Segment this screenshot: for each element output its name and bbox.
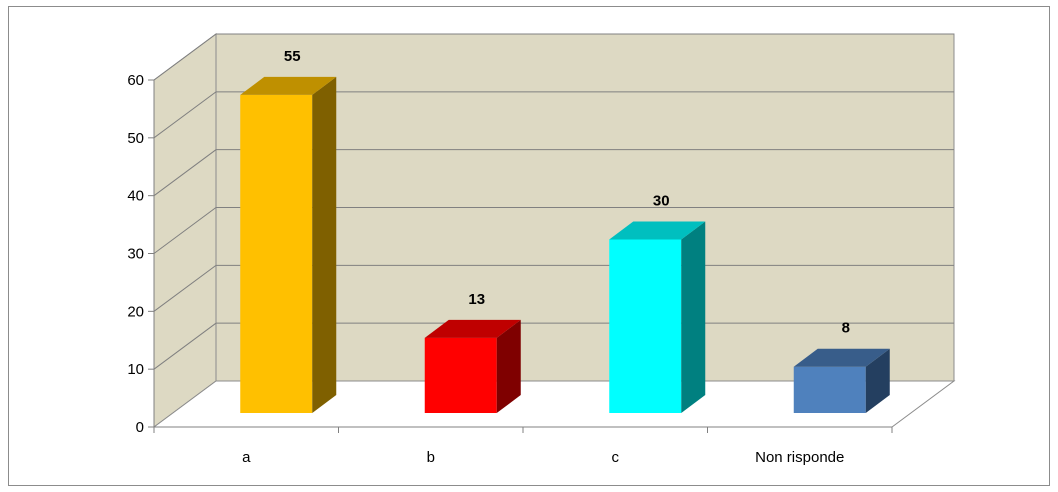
gridlines bbox=[153, 33, 954, 370]
gridline bbox=[153, 91, 954, 139]
bar-c bbox=[609, 239, 682, 413]
axes bbox=[148, 79, 893, 433]
gridline bbox=[153, 207, 954, 254]
bar-top bbox=[609, 221, 706, 240]
bar-top bbox=[793, 348, 890, 367]
data-label: 30 bbox=[653, 193, 670, 210]
y-tick-label: 60 bbox=[127, 72, 144, 89]
data-label: 13 bbox=[468, 291, 485, 308]
bar-a bbox=[240, 94, 313, 414]
bar-side bbox=[312, 76, 337, 414]
y-tick-label: 30 bbox=[127, 246, 144, 263]
bar-non-risponde bbox=[793, 366, 866, 413]
y-tick-label: 20 bbox=[127, 303, 144, 320]
x-tick-label: c bbox=[612, 449, 620, 466]
bar-b bbox=[424, 337, 497, 413]
y-tick-label: 10 bbox=[127, 361, 144, 378]
data-label: 8 bbox=[842, 320, 850, 337]
bar-side bbox=[496, 319, 521, 413]
y-tick-label: 0 bbox=[136, 419, 144, 436]
bar-side bbox=[681, 221, 706, 413]
gridline bbox=[153, 264, 954, 312]
bar-top bbox=[240, 76, 337, 95]
y-tick-label: 40 bbox=[127, 188, 144, 205]
data-label: 55 bbox=[284, 48, 301, 65]
bars bbox=[240, 76, 890, 414]
x-tick-label: a bbox=[242, 449, 251, 466]
gridline bbox=[153, 33, 954, 81]
gridline bbox=[153, 322, 954, 370]
gridline bbox=[153, 149, 954, 197]
y-tick-label: 50 bbox=[127, 130, 144, 147]
x-tick-label: Non risponde bbox=[755, 449, 844, 466]
x-tick-label: b bbox=[427, 449, 435, 466]
labels: 0 10 20 30 40 50 60 55 a 13 b 30 c 8 Non risponde bbox=[127, 48, 850, 466]
bar-top bbox=[424, 319, 521, 338]
bar-side bbox=[865, 348, 890, 413]
